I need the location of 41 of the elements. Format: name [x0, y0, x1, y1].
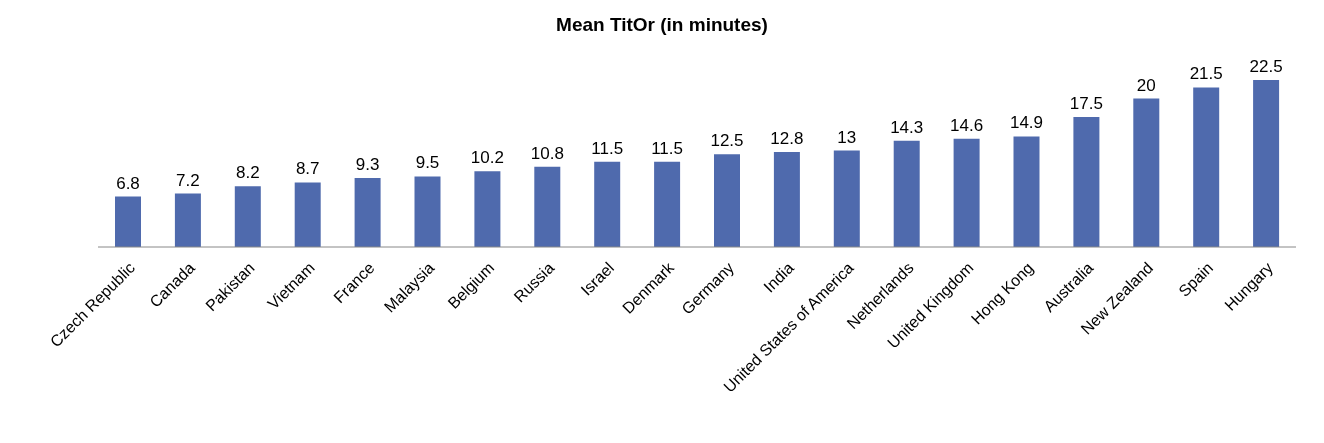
data-label: 12.8 — [770, 129, 804, 148]
data-label: 8.7 — [295, 159, 320, 179]
bar — [474, 171, 501, 247]
data-label: 9.3 — [355, 154, 380, 174]
bar — [174, 193, 201, 247]
data-label: 20 — [1136, 75, 1156, 95]
bar — [1013, 136, 1040, 247]
bar — [594, 161, 621, 247]
bar — [534, 166, 561, 247]
data-label: 10.8 — [530, 143, 564, 163]
data-label: 11.5 — [651, 138, 684, 158]
bar — [294, 182, 321, 247]
data-label: 14.6 — [950, 115, 984, 135]
data-label: 13 — [837, 127, 857, 147]
bar — [414, 176, 441, 247]
bar — [1073, 117, 1100, 247]
bar — [354, 177, 381, 247]
data-label: 7.2 — [176, 170, 200, 190]
data-label: 9.5 — [415, 153, 440, 173]
data-label: 17.5 — [1069, 94, 1103, 114]
bar — [773, 152, 800, 247]
bar — [1193, 87, 1220, 247]
bar — [1253, 80, 1280, 247]
data-label: 10.2 — [470, 148, 504, 168]
bar — [893, 140, 920, 247]
data-label: 6.8 — [116, 173, 140, 193]
bar — [833, 150, 860, 247]
chart-title: Mean TitOr (in minutes) — [555, 13, 769, 37]
data-label: 8.2 — [235, 163, 260, 183]
data-label: 11.5 — [591, 138, 624, 158]
bar — [654, 161, 681, 247]
data-label: 14.9 — [1009, 113, 1044, 133]
bar — [714, 154, 740, 247]
data-label: 14.3 — [890, 117, 924, 137]
data-label: 21.5 — [1189, 64, 1223, 84]
bar — [115, 196, 141, 247]
data-label: 22.5 — [1249, 57, 1283, 76]
bar — [1133, 98, 1160, 247]
bar — [234, 186, 261, 247]
bar — [953, 138, 980, 247]
data-label: 12.5 — [710, 131, 744, 151]
